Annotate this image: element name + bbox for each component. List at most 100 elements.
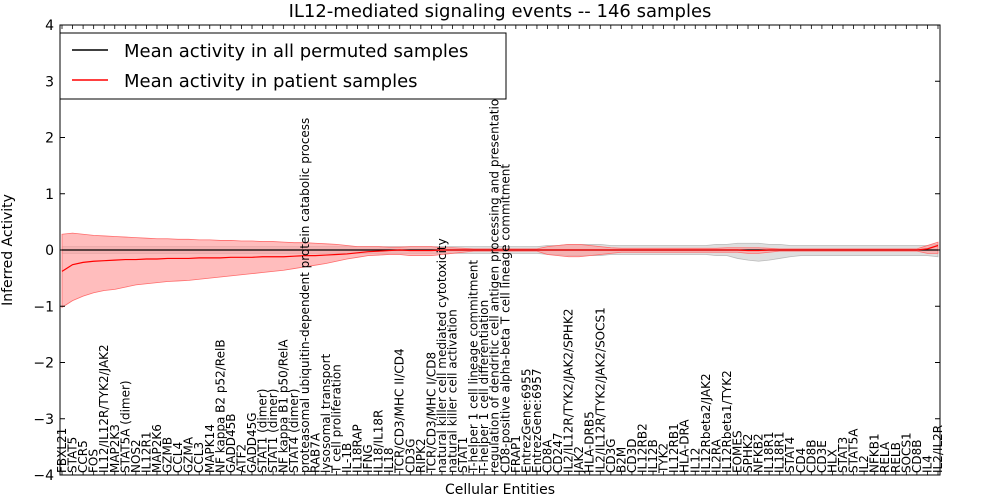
x-tick-label: IL12Rbeta1/TYK2 [720, 370, 734, 473]
x-tick-label: CCL3 [192, 442, 206, 473]
x-tick-label: NF kappa B2 p52/RelB [213, 339, 227, 473]
x-tick-label: MAP2K6 [150, 424, 164, 473]
x-tick-label: IL2 [857, 455, 871, 473]
chart-title: IL12-mediated signaling events -- 146 sa… [289, 1, 712, 22]
lines-layer [60, 244, 940, 272]
x-tick-label: natural killer cell mediated cytotoxicit… [435, 238, 449, 473]
x-tick-label: STAT3 [836, 437, 850, 473]
y-axis: −4 −3 −2 −1 0 1 2 3 4 [33, 18, 940, 484]
patient-range-band [61, 232, 939, 309]
x-tick-label: HLX [825, 449, 839, 473]
x-tick-label: EntrezGene:6957 [530, 369, 544, 474]
y-tick-label: −4 [33, 468, 54, 484]
y-tick-label: 0 [45, 243, 54, 259]
x-tick-label: IFNG [361, 444, 375, 473]
x-tick-label: CD3G [604, 438, 618, 473]
legend-label-patient: Mean activity in patient samples [124, 71, 418, 92]
x-tick-label: IL2RA [709, 438, 723, 473]
x-tick-label: IL2/IL2R [931, 425, 945, 473]
x-tick-label: HLA-DRB5 [583, 411, 597, 473]
x-tick-label: RIPK2 [414, 438, 428, 473]
x-tick-label: regulation of dendritic cell antigen pro… [488, 91, 502, 473]
x-tick-label: CD8B [804, 440, 818, 474]
x-tick-label: IL18R1 [773, 432, 787, 473]
x-tick-label: MAP2K3 [108, 424, 122, 473]
x-tick-label: SPHK2 [741, 434, 755, 473]
x-tick-label: CCR5 [76, 440, 90, 473]
x-tick-label: STAT1 (dimer) [256, 389, 270, 473]
x-tick-label: IL18/IL18R [372, 410, 386, 473]
x-tick-label: CD247 [551, 432, 565, 473]
x-tick-label: TCR/CD3/MHC II/CD4 [393, 348, 407, 474]
x-ticks [61, 25, 939, 475]
bands-layer [61, 232, 939, 309]
x-tick-label: GADD45G [245, 412, 259, 473]
x-tick-label: IL-1B [340, 443, 354, 473]
x-tick-label: IL12Rbeta2/JAK2 [699, 373, 713, 473]
y-tick-label: −3 [33, 412, 54, 428]
x-tick-label: CD3G [403, 438, 417, 473]
x-tick-label: RELB [889, 442, 903, 473]
x-axis-label: Cellular Entities [445, 482, 555, 498]
x-tick-label: RAB7A [308, 432, 322, 473]
x-tick-label: STAT5A (dimer) [118, 380, 132, 473]
x-tick-label: TCR/CD3/MHC I/CD8 [424, 352, 438, 474]
x-tick-label: CD3E [815, 440, 829, 473]
x-tick-label: STAT4 [783, 437, 797, 473]
x-tick-label: IL18RAP [351, 424, 365, 473]
x-tick-label: MAPK14 [203, 424, 217, 473]
x-tick-label: GZMA [182, 436, 196, 473]
x-tick-label: FBXL21 [55, 428, 69, 473]
x-tick-label: natural killer cell activation [446, 309, 460, 473]
patient-mean-line [61, 244, 939, 272]
x-tick-label: IL4 [920, 455, 934, 473]
x-tick-label: STAT4 (dimer) [287, 389, 301, 473]
x-tick-label: FRAP1 [509, 435, 523, 473]
y-tick-label: −1 [33, 299, 54, 315]
x-tick-label: IL12B [646, 439, 660, 473]
y-tick-label: 4 [45, 18, 54, 34]
x-tick-label: STAT5 [66, 437, 80, 473]
x-tick-label: T-helper 1 cell differentiation [477, 300, 491, 474]
x-tick-label: STAT5A [847, 428, 861, 473]
legend-box [59, 32, 507, 100]
x-tick-label: TYK2 [657, 443, 671, 474]
y-tick-label: 2 [45, 131, 54, 147]
x-tick-label: IL2/IL12R/TYK2/JAK2/SOCS1 [593, 307, 607, 473]
x-tick-label: IL12RB1 [667, 423, 681, 473]
x-tick-label: NFKB2 [752, 433, 766, 473]
x-tick-label: IL2/IL12R/TYK2/JAK2/SPHK2 [562, 309, 576, 473]
x-tick-label: STAT1 [456, 437, 470, 473]
y-tick-label: 1 [45, 187, 54, 203]
x-tick-label: SOCS1 [899, 432, 913, 473]
x-tick-label: RELA [878, 441, 892, 473]
x-tick-label: EntrezGene:6955 [519, 369, 533, 474]
x-tick-label: IL12/IL12R/TYK2/JAK2 [97, 344, 111, 473]
legend-label-permuted: Mean activity in all permuted samples [124, 41, 468, 62]
x-tick-label: CD3D [625, 439, 639, 474]
x-tick-label: HLA-DRA [678, 419, 692, 473]
x-tick-label: CD8A [540, 439, 554, 473]
x-tick-label: ATF2 [234, 444, 248, 473]
x-tick-label: CD8B [910, 440, 924, 474]
x-tick-label: IL12 [688, 448, 702, 474]
y-tick-label: −2 [33, 356, 54, 372]
x-tick-labels: FBXL21STAT5CCR5FOSIL12/IL12R/TYK2/JAK2MA… [55, 91, 945, 474]
x-tick-label: JAK2 [572, 446, 586, 474]
x-tick-label: lysosomal transport [319, 353, 333, 473]
x-tick-label: IL12RB2 [635, 423, 649, 473]
y-axis-label: Inferred Activity [0, 194, 16, 306]
legend: Mean activity in all permuted samples Me… [59, 32, 507, 100]
x-tick-label: NF kappa B1 p50/RelA [277, 339, 291, 473]
x-tick-label: T-helper 1 cell lineage commitment [467, 260, 481, 474]
x-tick-label: EOMES [730, 430, 744, 473]
x-tick-label: CCL4 [171, 442, 185, 473]
x-tick-label: FOS [87, 449, 101, 473]
x-tick-label: GADD45B [224, 414, 238, 474]
x-tick-label: IL18R1 [762, 432, 776, 473]
x-tick-label: proteasomal ubiquitin-dependent protein … [298, 118, 312, 473]
x-tick-label: IL12R1 [139, 432, 153, 473]
x-tick-label: CD8-positive alpha-beta T cell lineage c… [498, 164, 512, 473]
x-tick-label: NFKB1 [868, 433, 882, 473]
